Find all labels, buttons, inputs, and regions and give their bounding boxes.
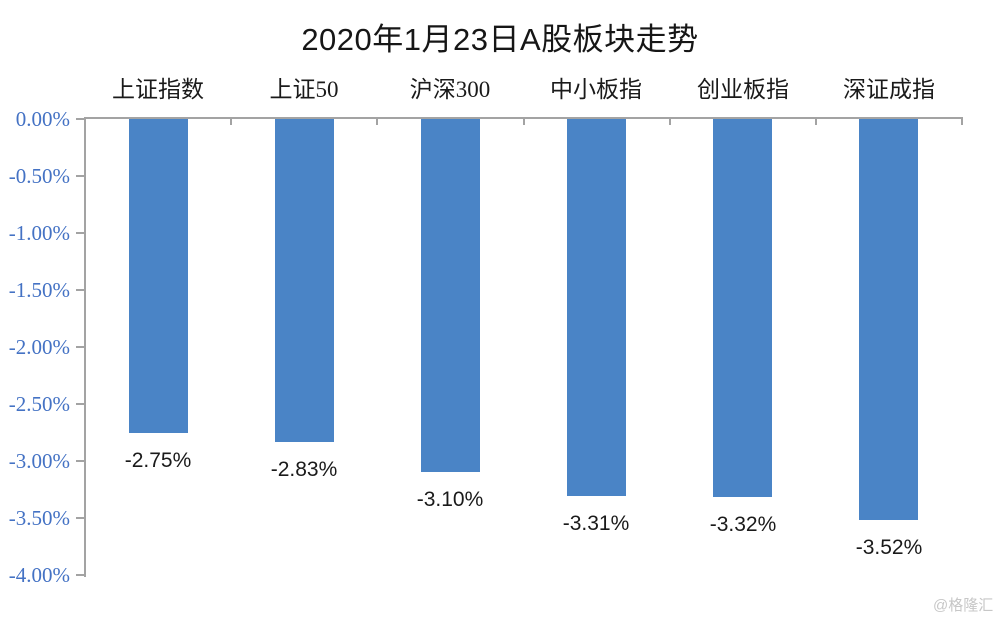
bar [421,119,480,472]
category-axis-tick [815,119,817,125]
value-label: -3.52% [855,536,923,559]
y-axis-tick [76,175,84,177]
value-label: -3.31% [562,512,630,535]
value-label: -3.10% [416,488,484,511]
category-axis-tick [230,119,232,125]
category-label: 沪深300 [409,77,491,102]
x-axis-line [84,117,963,119]
value-label: -2.83% [270,458,338,481]
category-axis-tick [669,119,671,125]
category-label: 上证50 [269,77,339,102]
y-axis-tick-label: -2.00% [8,335,70,359]
watermark: @格隆汇 [933,597,994,614]
bar [275,119,334,442]
y-axis-tick [76,289,84,291]
category-axis-tick [961,119,963,125]
y-axis-tick-label: 0.00% [15,107,70,131]
category-axis-tick [84,119,86,125]
y-axis-tick-label: -2.50% [8,392,70,416]
bar [567,119,626,496]
y-axis-tick-label: -3.50% [8,506,70,530]
value-label: -2.75% [124,449,192,472]
category-label: 上证指数 [112,77,204,102]
y-axis-tick [76,346,84,348]
category-label: 创业板指 [697,77,789,102]
category-axis-tick [523,119,525,125]
y-axis-tick [76,460,84,462]
category-label: 中小板指 [550,77,642,102]
chart-title: 2020年1月23日A股板块走势 [301,22,699,57]
y-axis-tick [76,403,84,405]
bar [129,119,188,433]
y-axis-tick-label: -4.00% [8,563,70,587]
bar [859,119,918,520]
y-axis-tick-label: -1.50% [8,278,70,302]
y-axis-tick [76,118,84,120]
y-axis-tick [76,574,84,576]
y-axis-tick-label: -0.50% [8,164,70,188]
category-label: 深证成指 [843,77,935,102]
y-axis-tick-label: -3.00% [8,449,70,473]
y-axis-tick-label: -1.00% [8,221,70,245]
category-axis-tick [376,119,378,125]
y-axis-tick [76,232,84,234]
y-axis-tick [76,517,84,519]
y-axis-line [84,117,86,577]
value-label: -3.32% [709,513,777,536]
bar [713,119,772,497]
